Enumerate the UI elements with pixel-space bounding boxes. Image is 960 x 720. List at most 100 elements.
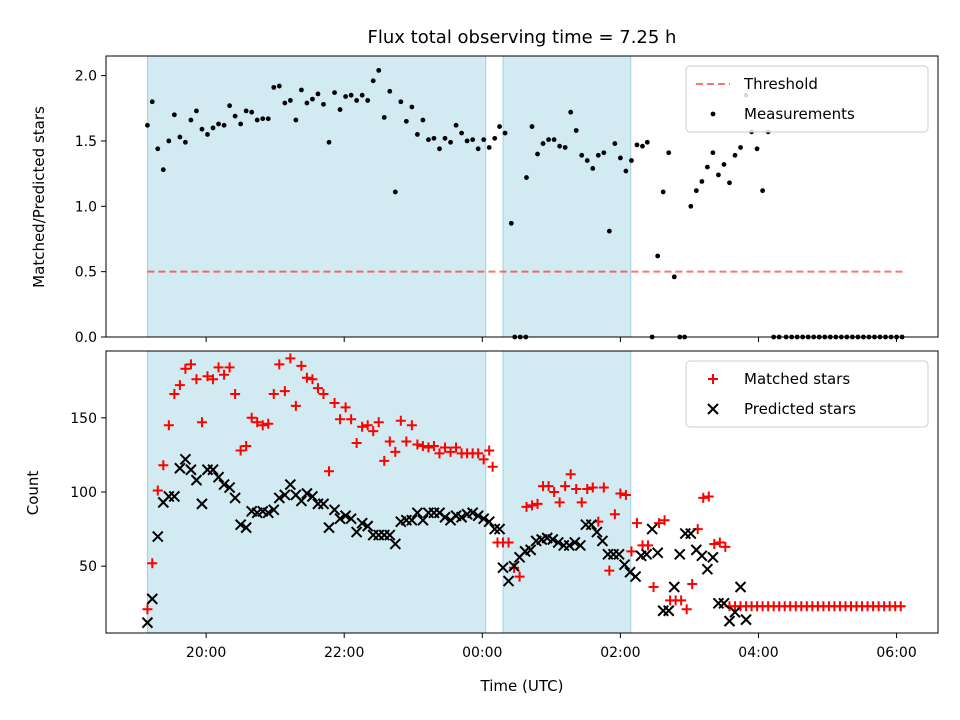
predicted-stars-point bbox=[489, 523, 501, 535]
matched-stars-point bbox=[532, 498, 543, 509]
measurements-point bbox=[199, 126, 205, 132]
measurements-point bbox=[321, 101, 326, 107]
measurements-point bbox=[760, 188, 766, 194]
measurements-point bbox=[365, 98, 371, 103]
matched-stars-point bbox=[676, 595, 687, 606]
matched-stars-point bbox=[329, 397, 340, 408]
measurements-point bbox=[149, 99, 155, 105]
legend-label: Threshold bbox=[743, 75, 818, 93]
measurements-point bbox=[666, 150, 672, 156]
measurements-point bbox=[660, 189, 666, 195]
predicted-stars-point bbox=[229, 492, 241, 504]
measurements-point bbox=[546, 137, 551, 143]
measurements-point bbox=[310, 96, 315, 102]
matched-stars-point bbox=[401, 436, 412, 447]
measurements-point bbox=[448, 139, 453, 145]
bottom-y-axis-label: Count bbox=[24, 471, 42, 516]
predicted-stars-point bbox=[685, 527, 697, 540]
predicted-stars-point bbox=[328, 504, 341, 516]
measurements-point bbox=[524, 175, 529, 180]
predicted-stars-point bbox=[141, 616, 154, 629]
y-tick-label: 0.5 bbox=[75, 265, 97, 281]
matched-stars-point bbox=[263, 418, 274, 429]
measurements-point bbox=[238, 121, 244, 127]
measurements-point bbox=[727, 180, 732, 186]
measurements-point bbox=[655, 253, 661, 259]
matched-stars-point bbox=[487, 461, 498, 472]
predicted-stars-point bbox=[674, 548, 686, 561]
x-axis-label: Time (UTC) bbox=[480, 677, 564, 695]
matched-stars-point bbox=[521, 501, 532, 512]
matched-stars-point bbox=[514, 571, 525, 582]
measurements-point bbox=[315, 91, 321, 97]
matched-stars-point bbox=[202, 371, 213, 382]
x-tick-label: 00:00 bbox=[462, 645, 502, 661]
matched-stars-point bbox=[268, 389, 279, 400]
measurements-point bbox=[699, 179, 705, 184]
matched-stars-point bbox=[598, 482, 609, 493]
predicted-stars-point bbox=[439, 511, 451, 523]
measurements-point bbox=[671, 274, 677, 280]
measurements-point bbox=[540, 141, 546, 146]
measurements-point bbox=[282, 100, 288, 106]
measurements-point bbox=[568, 109, 574, 115]
matched-stars-point bbox=[417, 440, 428, 451]
matched-stars-point bbox=[609, 509, 620, 520]
predicted-stars-point bbox=[477, 513, 490, 525]
matched-stars-point bbox=[604, 565, 615, 576]
measurements-point bbox=[459, 130, 464, 136]
matched-stars-point bbox=[503, 537, 514, 548]
measurements-point bbox=[617, 155, 623, 161]
measurements-point bbox=[437, 146, 442, 152]
x-tick-label: 06:00 bbox=[876, 645, 916, 661]
measurements-point bbox=[304, 100, 310, 106]
matched-stars-point bbox=[318, 389, 329, 400]
predicted-stars-point bbox=[323, 521, 335, 534]
predicted-stars-point bbox=[306, 490, 319, 503]
measurements-point bbox=[160, 167, 166, 173]
measurements-point bbox=[155, 146, 161, 152]
predicted-stars-point bbox=[185, 464, 197, 476]
measurements-point bbox=[370, 78, 376, 84]
matched-stars-point bbox=[703, 491, 714, 502]
measurements-point bbox=[688, 203, 694, 209]
predicted-stars-point bbox=[502, 575, 515, 587]
matched-stars-point bbox=[379, 455, 390, 466]
legend: Threshold Measurements bbox=[685, 65, 929, 133]
predicted-stars-point bbox=[411, 507, 424, 519]
measurements-point bbox=[166, 138, 172, 144]
measurements-point bbox=[754, 146, 760, 152]
measurements-point bbox=[354, 98, 360, 103]
matched-stars-point bbox=[252, 417, 263, 428]
predicted-stars-point bbox=[508, 560, 520, 572]
measurements-point bbox=[403, 118, 409, 124]
matched-stars-point bbox=[406, 420, 417, 431]
predicted-stars-point bbox=[417, 514, 429, 526]
predicted-stars-point bbox=[734, 581, 747, 593]
predicted-stars-point bbox=[668, 581, 680, 593]
predicted-stars-point bbox=[613, 548, 625, 561]
matched-stars-point bbox=[478, 454, 489, 465]
matched-stars-point bbox=[335, 414, 346, 425]
predicted-stars-point bbox=[466, 507, 479, 519]
matched-stars-point bbox=[208, 374, 219, 385]
predicted-stars-point bbox=[657, 605, 669, 617]
measurements-point bbox=[260, 116, 266, 122]
matched-stars-point bbox=[560, 481, 571, 492]
predicted-stars-point bbox=[596, 535, 609, 547]
measurements-point bbox=[497, 124, 502, 129]
measurements-point bbox=[249, 109, 255, 115]
measurements-point bbox=[276, 83, 282, 89]
top-y-axis-label: Matched/Predicted stars bbox=[30, 106, 48, 288]
predicted-stars-point bbox=[190, 474, 203, 486]
measurements-point bbox=[693, 188, 699, 194]
measurements-point bbox=[227, 103, 232, 109]
predicted-stars-point bbox=[472, 510, 484, 522]
matched-stars-point bbox=[196, 417, 207, 428]
measurements-point bbox=[337, 107, 343, 112]
matched-stars-point bbox=[246, 412, 257, 423]
matched-stars-point bbox=[351, 438, 362, 449]
predicted-stars-point bbox=[345, 513, 357, 525]
legend-label: Measurements bbox=[744, 105, 855, 123]
matched-stars-point bbox=[230, 389, 241, 400]
